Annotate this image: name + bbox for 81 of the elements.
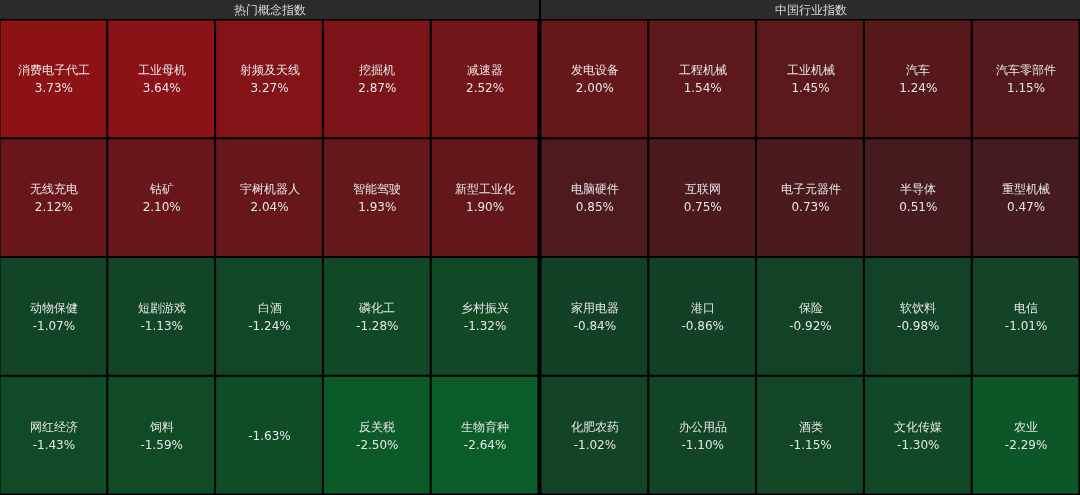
data-label: 1.93% — [358, 200, 397, 215]
category-label: 半导体 — [900, 182, 937, 197]
category-label: 港口 — [690, 300, 715, 315]
category-label: 软饮料 — [900, 300, 937, 315]
data-label: 2.52% — [466, 81, 505, 96]
data-label: -1.63% — [248, 428, 291, 443]
data-label: -1.28% — [356, 318, 399, 333]
data-label: 0.75% — [683, 200, 722, 215]
data-label: -1.10% — [681, 437, 724, 452]
category-label: 钴矿 — [148, 182, 174, 197]
data-label: -1.43% — [32, 437, 76, 452]
data-label: -1.07% — [32, 318, 76, 333]
category-label: 发电设备 — [570, 63, 619, 78]
data-label: -2.50% — [356, 437, 399, 452]
category-label: 射频及天线 — [239, 63, 300, 78]
data-label: 1.90% — [466, 200, 505, 215]
data-label: -1.24% — [248, 318, 291, 333]
data-label: 0.51% — [899, 200, 938, 215]
data-label: 2.87% — [358, 81, 397, 96]
data-label: -1.02% — [573, 437, 617, 452]
data-label: 1.54% — [683, 81, 722, 96]
data-label: 0.85% — [575, 200, 614, 215]
data-label: 3.27% — [250, 81, 289, 96]
data-label: -1.59% — [140, 437, 183, 452]
data-label: 1.15% — [1007, 81, 1046, 96]
category-label: 白酒 — [257, 300, 282, 315]
category-label: 汽车零部件 — [996, 63, 1057, 78]
data-label: -2.64% — [463, 437, 507, 452]
category-label: 电脑硬件 — [570, 182, 619, 197]
category-label: 生物育种 — [461, 419, 510, 434]
data-label: 1.45% — [791, 81, 830, 96]
category-label: 工业机械 — [786, 63, 835, 78]
category-label: 减速器 — [467, 63, 504, 78]
category-label: 消费电子代工 — [17, 63, 90, 78]
data-label: -1.30% — [897, 437, 940, 452]
category-label: 农业 — [1014, 419, 1039, 434]
category-label: 反关税 — [359, 419, 396, 434]
category-label: 短剧游戏 — [137, 300, 186, 315]
category-label: 汽车 — [906, 63, 931, 78]
category-label: 重型机械 — [1002, 182, 1051, 197]
category-label: 宇树机器人 — [239, 182, 300, 197]
category-label: 电信 — [1014, 300, 1039, 315]
data-label: -1.15% — [789, 437, 832, 452]
data-label: 0.47% — [1007, 200, 1046, 215]
data-label: -0.98% — [897, 318, 940, 333]
category-label: 办公用品 — [678, 419, 727, 434]
category-label: 智能驾驶 — [353, 182, 402, 197]
text: 中国行业指数 — [774, 3, 847, 17]
category-label: 无线充电 — [29, 182, 78, 197]
category-label: 酒类 — [798, 419, 823, 434]
category-label: 动物保健 — [29, 300, 78, 315]
text: 热门概念指数 — [233, 3, 306, 17]
category-label: 保险 — [798, 300, 823, 315]
category-label: 文化传媒 — [894, 419, 943, 434]
data-label: 2.00% — [575, 81, 614, 96]
category-label: 互联网 — [684, 182, 721, 197]
data-label: -2.29% — [1004, 437, 1048, 452]
category-label: 饲料 — [148, 419, 174, 434]
category-label: 乡村振兴 — [461, 300, 510, 315]
data-label: -0.84% — [573, 318, 617, 333]
category-label: 网红经济 — [29, 419, 78, 434]
data-label: 1.24% — [899, 81, 938, 96]
data-label: -1.13% — [140, 318, 183, 333]
data-label: 3.73% — [34, 81, 73, 96]
category-label: 工程机械 — [678, 63, 727, 78]
data-label: -0.92% — [789, 318, 832, 333]
category-label: 磷化工 — [358, 300, 396, 315]
data-label: 0.73% — [791, 200, 830, 215]
category-label: 电子元器件 — [780, 182, 841, 197]
data-label: 2.10% — [142, 200, 181, 215]
category-label: 化肥农药 — [570, 419, 619, 434]
category-label: 工业母机 — [137, 63, 186, 78]
data-label: 2.04% — [250, 200, 289, 215]
category-label: 家用电器 — [570, 300, 619, 315]
data-label: 3.64% — [142, 81, 181, 96]
data-label: -1.01% — [1004, 318, 1048, 333]
data-label: -0.86% — [681, 318, 724, 333]
data-label: -1.32% — [463, 318, 507, 333]
data-label: 2.12% — [34, 200, 73, 215]
category-label: 新型工业化 — [455, 182, 516, 197]
category-label: 挖掘机 — [359, 63, 396, 78]
